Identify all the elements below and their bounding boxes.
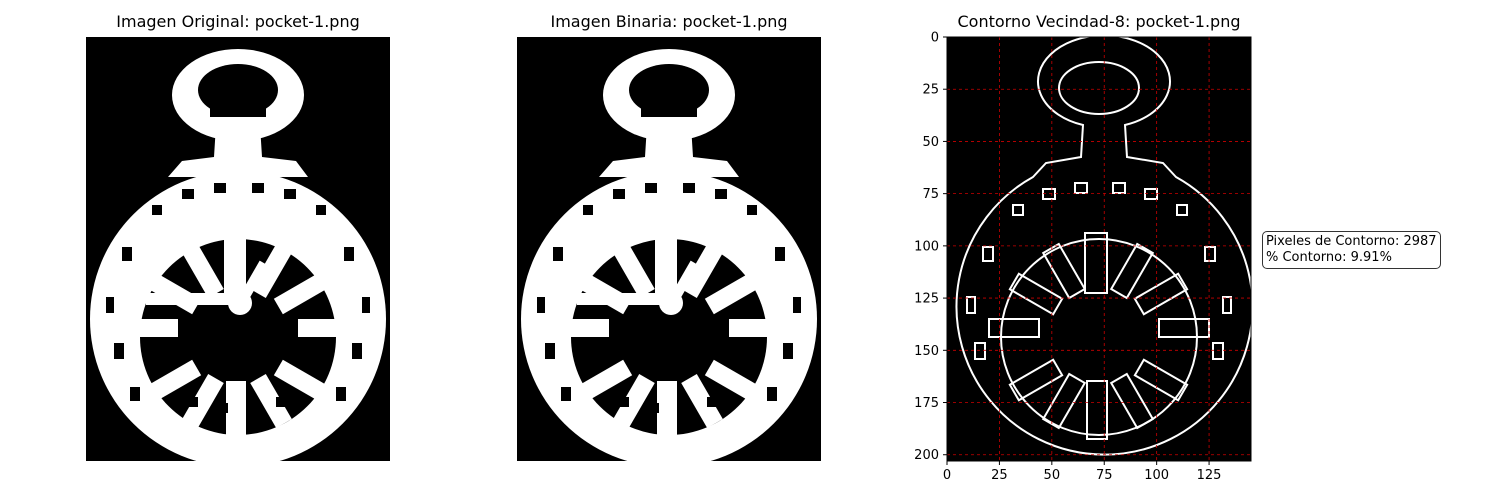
y-tick-label: 100	[914, 239, 939, 254]
y-tick-label: 175	[914, 396, 939, 411]
x-tick-label: 75	[1096, 468, 1113, 483]
y-tick-label: 200	[914, 448, 939, 463]
x-tick-label: 0	[943, 468, 951, 483]
y-tick-label: 25	[922, 83, 939, 98]
x-tick-label: 100	[1144, 468, 1169, 483]
image-binary	[517, 37, 821, 467]
contour-percent: % Contorno: 9.91%	[1266, 250, 1437, 266]
y-tick-label: 125	[914, 292, 939, 307]
image-original	[86, 37, 390, 467]
y-tick-label: 0	[931, 31, 939, 46]
x-tick-label: 25	[991, 468, 1008, 483]
y-tick-label: 150	[914, 344, 939, 359]
contour-pixel-count: Pixeles de Contorno: 2987	[1266, 234, 1437, 250]
y-tick-label: 75	[922, 187, 939, 202]
x-tick-label: 50	[1044, 468, 1061, 483]
image-contour: 0 25 50 75 100 125 0 25 50 75 100 125 150 175 200	[914, 31, 1252, 484]
contour-stats-box: Pixeles de Contorno: 2987 % Contorno: 9.…	[1262, 231, 1441, 269]
x-tick-label: 125	[1197, 468, 1222, 483]
y-tick-label: 50	[922, 135, 939, 150]
